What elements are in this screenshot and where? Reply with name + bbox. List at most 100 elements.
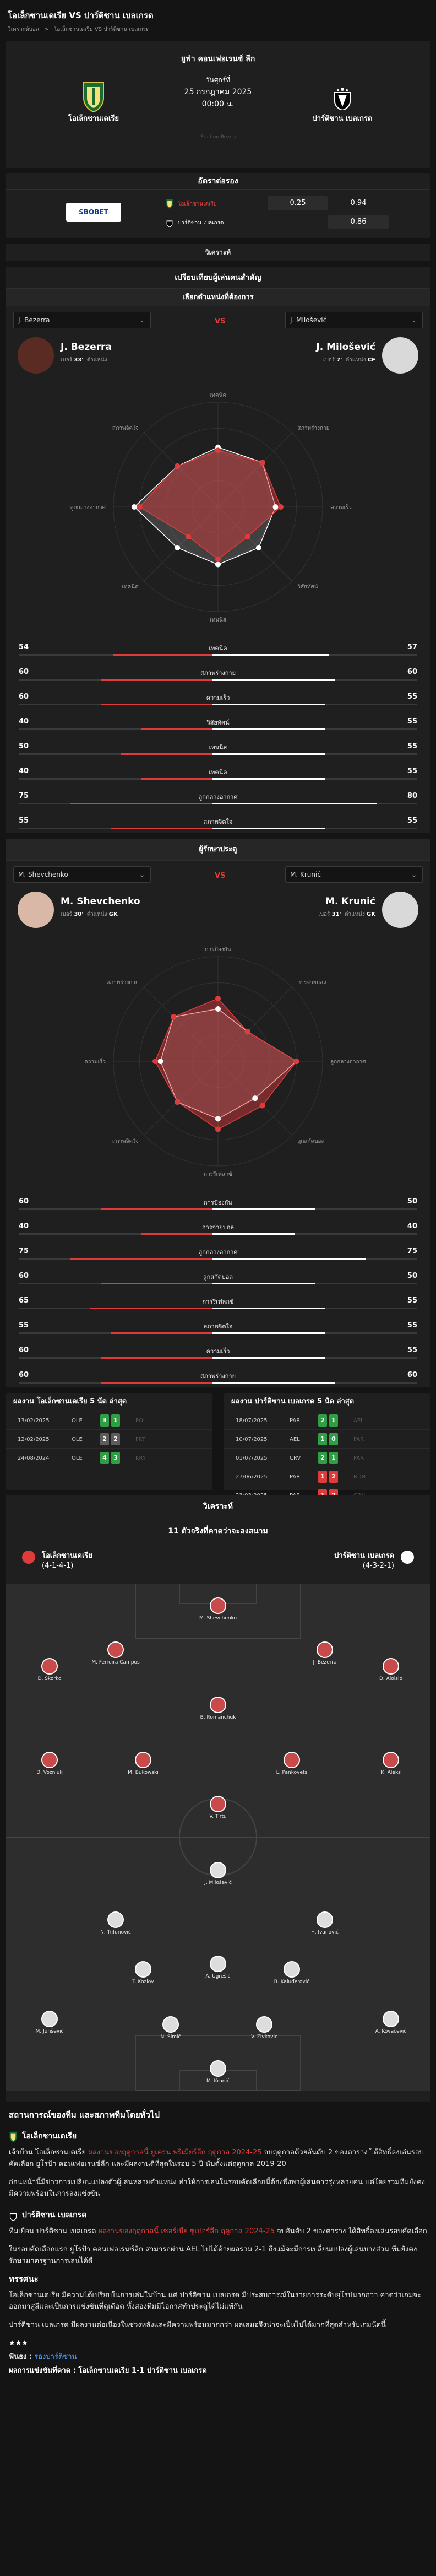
form-row[interactable]: 18/07/2025 PAR 2 1 AEL [224, 1411, 430, 1429]
radar-point-left [215, 1126, 221, 1132]
stat-left-value: 75 [19, 792, 29, 800]
lineup-player-avatar[interactable] [135, 1752, 151, 1768]
form-row[interactable]: 10/07/2025 AEL 1 0 PAR [224, 1429, 430, 1448]
stat-right-value: 50 [407, 1272, 417, 1280]
lineup-player-avatar[interactable] [210, 1796, 226, 1812]
right-keeper-select[interactable]: M. Krunić ⌄ [285, 866, 423, 883]
stat-bar-right [212, 1283, 417, 1284]
radar-axis-label: เทคนิค [122, 584, 139, 590]
lineup-player-avatar[interactable] [162, 2016, 179, 2033]
radar-axis-label: การจ่ายบอล [297, 980, 326, 986]
lineup-player-name: L. Pankovets [276, 1770, 308, 1775]
chevron-down-icon: ⌄ [139, 871, 145, 878]
left-keeper-select[interactable]: M. Shevchenko ⌄ [13, 866, 151, 883]
stat-left-value: 65 [19, 1297, 29, 1305]
breadcrumb-link[interactable]: วิเคราะห์บอล [8, 26, 40, 33]
stat-label: เทนนิส [209, 744, 227, 751]
lineup-player-avatar[interactable] [317, 1911, 333, 1928]
lineup-player-name: H. Ivanović [311, 1930, 339, 1935]
lineup-player-name: M. Bukowski [128, 1770, 159, 1775]
lineup-player-avatar[interactable] [107, 1911, 124, 1928]
stat-bar-right [212, 828, 417, 829]
match-date: 25 กรกฎาคม 2025 [184, 88, 252, 96]
bookmaker-name: SBOBET [79, 208, 108, 216]
form-row[interactable]: 01/07/2025 CRV 2 1 PAR [224, 1448, 430, 1467]
lineup-player-avatar[interactable] [317, 1641, 333, 1658]
left-player-select[interactable]: J. Bezerra ⌄ [13, 312, 151, 328]
stat-bar-right [212, 1357, 417, 1359]
stat-right-value: 55 [407, 1297, 417, 1305]
radar-axis-label: สภาพร่างกาย [106, 980, 138, 986]
lineup-player-avatar[interactable] [284, 1961, 300, 1978]
stat-row: 60 การป้องกัน 50 [6, 1189, 430, 1214]
outfield-radar-chart: เทคนิค สภาพร่างกาย ความเร็ว วิสัยทัศน์ เทนนิ… [6, 377, 430, 635]
vs-label: VS [215, 317, 226, 326]
form-row[interactable]: 24/08/2024 OLE 4 3 KRY [6, 1448, 212, 1467]
stat-right-value: 55 [407, 817, 417, 825]
radar-point-left [259, 1103, 265, 1109]
odds-handicap[interactable]: 0.25 [268, 196, 328, 210]
stat-row: 60 ลูกสกัดบอล 50 [6, 1263, 430, 1288]
key-players-panel: เปรียบเทียบผู้เล่นคนสำคัญ เลือกตำแหน่งที… [6, 267, 430, 833]
right-player-avatar [382, 337, 418, 374]
lineup-player-avatar[interactable] [41, 1752, 58, 1768]
lineup-player-avatar[interactable] [383, 1752, 399, 1768]
lineup-player-avatar[interactable] [210, 2060, 226, 2077]
bookmaker-logo[interactable]: SBOBET [66, 203, 121, 222]
right-player-select[interactable]: J. Milošević ⌄ [285, 312, 423, 328]
lineup-panel: วิเคราะห์ 11 ตัวจริงที่คาดว่าจะลงสนาม โอ… [6, 1495, 430, 2102]
lineup-player-avatar[interactable] [210, 1862, 226, 1878]
stat-bar-right [212, 1208, 417, 1210]
rating-stars: ★★★ [9, 2339, 28, 2347]
odds-price[interactable]: 0.94 [350, 199, 367, 207]
form-date: 13/02/2025 [18, 1418, 50, 1424]
competition-name: ยูฟ่า คอนเฟอเรนซ์ ลีก [181, 55, 255, 63]
stat-right-value: 40 [407, 1222, 417, 1230]
form-score-home: 1 [318, 1433, 327, 1445]
stat-left-value: 55 [19, 817, 29, 825]
home-crest-icon [83, 82, 104, 112]
left-player-meta: เบอร์ 33' ตำแหน่ง [61, 357, 107, 363]
lineup-player-avatar[interactable] [135, 1961, 151, 1978]
analysis-tab[interactable]: วิเคราะห์ [6, 244, 430, 261]
stat-bar-left [19, 778, 224, 780]
radar-axis-label: ลูกสกัดบอล [297, 1138, 324, 1144]
radar-axis-label: การรีเฟลกซ์ [204, 1171, 232, 1178]
form-date: 12/02/2025 [18, 1436, 50, 1443]
form-date: 01/07/2025 [236, 1455, 268, 1461]
opinion-heading: ทรรศนะ [9, 2274, 39, 2284]
lineup-player-avatar[interactable] [383, 2011, 399, 2027]
stat-right-value: 60 [407, 668, 417, 676]
analysis-text: สถานการณ์ของทีม และสภาพทีมโดยทั่วไป โอเล… [6, 2109, 430, 2377]
stadium: Stadion Rezeg [200, 134, 236, 140]
odds-price[interactable]: 0.86 [328, 215, 389, 229]
stat-bar-right [212, 1233, 417, 1235]
lineup-player-avatar[interactable] [210, 1597, 226, 1614]
lineup-player-avatar[interactable] [107, 1641, 124, 1658]
lineup-player-avatar[interactable] [256, 2016, 272, 2033]
form-score-home: 2 [100, 1433, 109, 1445]
stat-bar-left [19, 1382, 224, 1384]
lineup-player-avatar[interactable] [41, 2011, 58, 2027]
stat-bar-right [212, 803, 417, 804]
radar-point-right [252, 1095, 258, 1101]
lineup-player-name: V. Zivkovic [251, 2034, 277, 2040]
lineup-player-name: K. Aleks [381, 1770, 401, 1775]
form-row[interactable]: 13/02/2025 OLE 3 1 POL [6, 1411, 212, 1429]
lineup-player-avatar[interactable] [41, 1658, 58, 1675]
lineup-player-avatar[interactable] [383, 1658, 399, 1675]
form-row[interactable]: 12/02/2025 OLE 2 2 FRT [6, 1429, 212, 1448]
left-keeper-name: M. Shevchenko [61, 896, 140, 907]
radar-point-right [255, 544, 261, 550]
radar-axis-label: เทนนิส [210, 617, 226, 623]
stat-row: 55 สภาพจิตใจ 55 [6, 808, 430, 833]
form-opponent: PAR [353, 1455, 364, 1461]
lineup-tab[interactable]: วิเคราะห์ [6, 1495, 430, 1517]
lineup-player-avatar[interactable] [284, 1752, 300, 1768]
form-row[interactable]: 27/06/2025 PAR 1 2 RDN [224, 1467, 430, 1486]
radar-axis-label: วิสัยทัศน์ [297, 584, 318, 590]
stat-left-value: 54 [19, 643, 29, 651]
breadcrumb: วิเคราะห์บอล > โอเล็กซานเดเรีย VS ปาร์ติ… [6, 23, 430, 37]
lineup-player-avatar[interactable] [210, 1956, 226, 1972]
lineup-player-avatar[interactable] [210, 1697, 226, 1713]
